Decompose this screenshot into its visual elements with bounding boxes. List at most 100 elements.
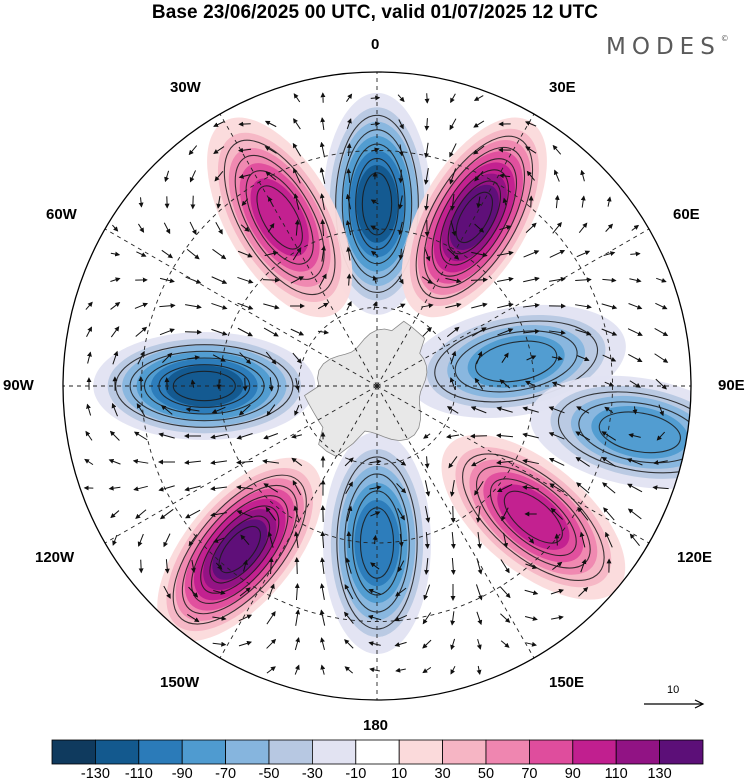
wind-arrow xyxy=(548,458,565,466)
wind-arrow xyxy=(210,460,227,466)
wind-arrow xyxy=(346,118,352,130)
streamline-loop xyxy=(434,320,599,403)
label-120w: 120W xyxy=(35,549,75,566)
wind-arrow xyxy=(370,511,381,517)
wind-arrow xyxy=(189,170,197,183)
modes-logo: MODES© xyxy=(606,34,729,60)
wind-arrow xyxy=(422,326,432,337)
colorbar-swatch xyxy=(268,739,313,765)
wind-arrow xyxy=(263,483,279,493)
wind-arrow xyxy=(424,142,429,159)
wind-arrow xyxy=(550,507,563,520)
wind-arrow xyxy=(629,533,640,547)
wind-arrow xyxy=(575,329,592,336)
wind-arrow xyxy=(317,329,330,335)
wind-arrow xyxy=(216,196,222,209)
wind-arrow xyxy=(450,611,456,626)
streamline-loop xyxy=(245,170,314,265)
label-60w: 60W xyxy=(46,206,77,223)
wind-arrow xyxy=(603,507,615,521)
wind-arrow xyxy=(577,355,590,362)
wind-arrow xyxy=(236,485,254,490)
wind-arrow xyxy=(499,586,511,599)
wind-arrow xyxy=(528,195,534,208)
wind-arrow xyxy=(578,586,589,597)
wind-arrow xyxy=(319,167,326,184)
wind-arrow xyxy=(424,247,431,262)
colorbar-tick: 110 xyxy=(604,766,628,782)
colorbar-tick: -110 xyxy=(124,766,153,782)
wind-arrow xyxy=(601,328,618,336)
wind-arrow xyxy=(213,537,225,543)
wind-arrow xyxy=(138,559,144,574)
colorbar-swatch xyxy=(95,739,140,765)
wind-arrow xyxy=(320,557,325,574)
wind-arrow xyxy=(474,377,484,390)
wind-arrow xyxy=(112,534,118,546)
wind-arrow xyxy=(369,667,380,673)
wind-arrow xyxy=(210,512,227,518)
wind-arrow xyxy=(185,276,202,284)
wind-arrow xyxy=(320,117,326,130)
wind-arrow xyxy=(138,223,145,233)
anomaly-center xyxy=(93,332,316,440)
wind-arrow xyxy=(163,585,171,599)
wind-arrow xyxy=(503,532,509,549)
colorbar-swatch xyxy=(398,739,444,765)
wind-arrow xyxy=(189,221,197,235)
wind-arrow xyxy=(602,482,616,494)
wind-arrow xyxy=(294,583,300,601)
wind-arrow xyxy=(212,615,227,621)
colorbar-swatch xyxy=(529,739,574,765)
streamline-loop xyxy=(578,401,691,464)
wind-arrow xyxy=(163,533,171,548)
label-150w: 150W xyxy=(160,674,200,691)
wind-arrow xyxy=(605,531,613,548)
streamline-loop xyxy=(455,191,493,244)
label-90e: 90E xyxy=(718,377,745,394)
map-title: Base 23/06/2025 00 UTC, valid 01/07/2025… xyxy=(151,2,599,23)
wind-arrow xyxy=(551,381,562,387)
wind-arrow xyxy=(343,611,354,624)
colorbar-tick: 10 xyxy=(391,766,408,782)
colorbar-tick: -10 xyxy=(345,766,367,782)
wind-arrow xyxy=(473,95,484,101)
wind-arrow xyxy=(211,406,226,414)
wind-arrow xyxy=(580,558,587,573)
colorbar-tick: 70 xyxy=(521,766,538,782)
wind-arrow xyxy=(210,433,227,440)
wind-arrow xyxy=(575,304,592,310)
wind-arrow xyxy=(184,459,202,465)
wind-arrow xyxy=(626,458,643,466)
wind-arrow xyxy=(524,589,539,596)
wind-arrow xyxy=(345,193,352,210)
wind-arrow xyxy=(575,456,590,467)
wind-arrow xyxy=(497,276,514,282)
wind-arrow xyxy=(580,169,586,182)
wind-arrow xyxy=(627,508,642,520)
wind-arrow xyxy=(188,145,198,156)
wind-arrow xyxy=(267,531,274,548)
wind-arrow xyxy=(215,222,223,235)
wind-arrow xyxy=(367,614,382,621)
wind-arrow xyxy=(86,326,92,337)
wind-arrow xyxy=(422,612,432,625)
wind-arrow xyxy=(497,250,514,257)
wind-arrow xyxy=(345,557,352,574)
wind-arrow xyxy=(497,302,514,309)
wind-arrow xyxy=(502,197,508,206)
wind-arrow xyxy=(164,170,170,183)
wind-arrow xyxy=(211,302,228,310)
wind-arrow xyxy=(450,557,456,575)
wind-arrow xyxy=(550,588,564,595)
latitude-circle xyxy=(219,228,535,544)
streamline-loop xyxy=(234,154,325,280)
wind-arrow xyxy=(267,583,275,600)
colorbar-tick: -30 xyxy=(301,766,323,782)
wind-arrow xyxy=(370,121,381,127)
wind-arrow xyxy=(290,328,305,336)
colorbar-tick: -50 xyxy=(258,766,280,782)
wind-arrow xyxy=(629,380,641,388)
wind-arrow xyxy=(293,118,301,130)
wind-arrow xyxy=(498,173,511,179)
